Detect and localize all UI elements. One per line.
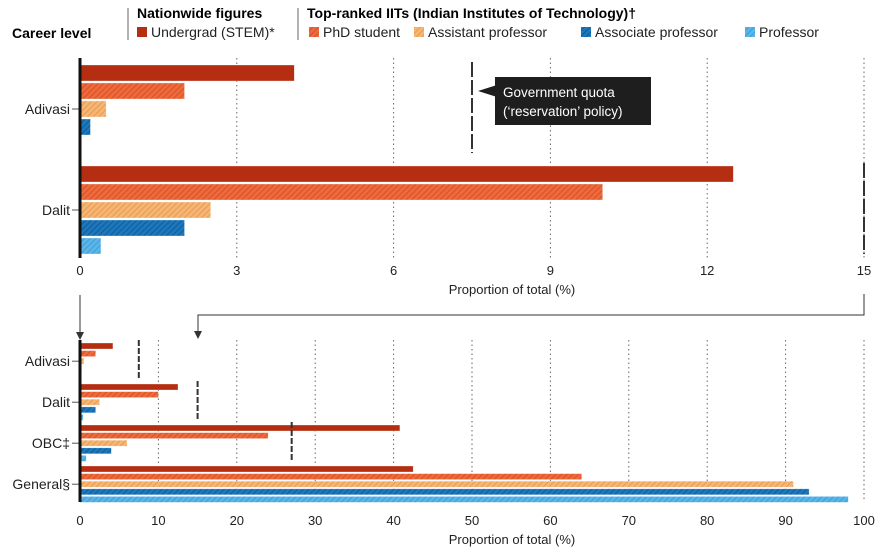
bar-phd [79,350,96,357]
legend-group-nationwide: Nationwide figures [137,5,262,21]
bar-ug [79,64,295,82]
bar-asst [79,100,107,118]
connector-line-right [197,294,865,332]
x-tick-label: 20 [230,513,244,528]
category-group: Adivasi [25,62,473,153]
bar-ug [79,465,414,473]
x-tick-label: 50 [465,513,479,528]
x-axis-title: Proportion of total (%) [449,282,575,297]
x-tick-label: 80 [700,513,714,528]
x-tick-label: 60 [543,513,557,528]
legend-item-ug: Undergrad (STEM)* [137,24,275,40]
legend-item-asst: Assistant professor [414,24,547,40]
category-group: Dalit [42,163,865,255]
category-group: OBC‡ [32,422,401,462]
career-level-label: Career level [12,25,91,41]
bar-assoc [79,488,810,496]
category-label: Adivasi [25,101,70,117]
x-tick-label: 10 [151,513,165,528]
bar-phd [79,473,583,480]
category-group: Adivasi [25,340,140,379]
x-tick-label: 100 [853,513,875,528]
x-tick-label: 40 [386,513,400,528]
x-tick-label: 9 [547,263,554,278]
x-tick-label: 6 [390,263,397,278]
x-tick-label: 15 [857,263,871,278]
legend-item-assoc: Associate professor [581,24,718,40]
category-label: General§ [12,476,70,492]
x-axis-title: Proportion of total (%) [449,532,575,547]
legend-item-prof: Professor [745,24,819,40]
x-tick-label: 70 [622,513,636,528]
bar-phd [79,183,603,201]
legend-swatch [137,27,147,37]
callout-line-2: (‘reservation’ policy) [503,104,623,119]
x-tick-label: 3 [233,263,240,278]
legend-label: PhD student [323,24,400,40]
bar-asst [79,398,100,406]
bar-ug [79,342,114,350]
arrow-down-icon [194,331,202,339]
legend-swatch [309,27,319,37]
x-tick-label: 0 [76,263,83,278]
bar-phd [79,391,159,398]
x-tick-label: 12 [700,263,714,278]
legend-group-iit: Top-ranked IITs (Indian Institutes of Te… [307,5,636,21]
legend-item-phd: PhD student [309,24,400,40]
callout-box [495,77,651,125]
arrow-down-icon [76,332,84,340]
callout-line-1: Government quota [503,85,615,100]
bar-asst [79,201,211,219]
bar-ug [79,165,734,183]
legend-swatch [581,27,591,37]
bar-prof [79,496,849,503]
legend: Career level Nationwide figures Top-rank… [12,5,819,41]
category-label: Dalit [42,202,70,218]
bar-prof [79,237,102,255]
legend-swatch [745,27,755,37]
x-tick-label: 90 [778,513,792,528]
legend-label: Undergrad (STEM)* [151,24,275,40]
bar-ug [79,424,401,432]
category-label: OBC‡ [32,435,70,451]
legend-label: Professor [759,24,819,40]
top-chart: 0 3 6 9 12 15 Proportion of total (%) Adivasi Da… [25,58,871,297]
category-label: Adivasi [25,353,70,369]
category-group: Dalit [42,381,199,421]
zoom-connector [76,294,865,340]
legend-label: Associate professor [595,24,718,40]
bar-phd [79,432,269,439]
x-tick-label: 0 [76,513,83,528]
bar-assoc [79,219,185,237]
bar-assoc [79,118,91,136]
bar-assoc [79,447,112,455]
bar-asst [79,480,794,488]
callout-pointer [478,85,497,97]
legend-swatch [414,27,424,37]
bar-ug [79,383,179,391]
category-group: General§ [12,465,849,503]
bar-asst [79,439,128,447]
bar-assoc [79,406,96,414]
bar-phd [79,82,185,100]
x-tick-label: 30 [308,513,322,528]
category-label: Dalit [42,394,70,410]
quota-callout: Government quota (‘reservation’ policy) [478,77,651,125]
bottom-chart: 0 10 20 30 40 50 60 70 80 90 100 Proportion of tota… [12,340,875,547]
legend-label: Assistant professor [428,24,547,40]
